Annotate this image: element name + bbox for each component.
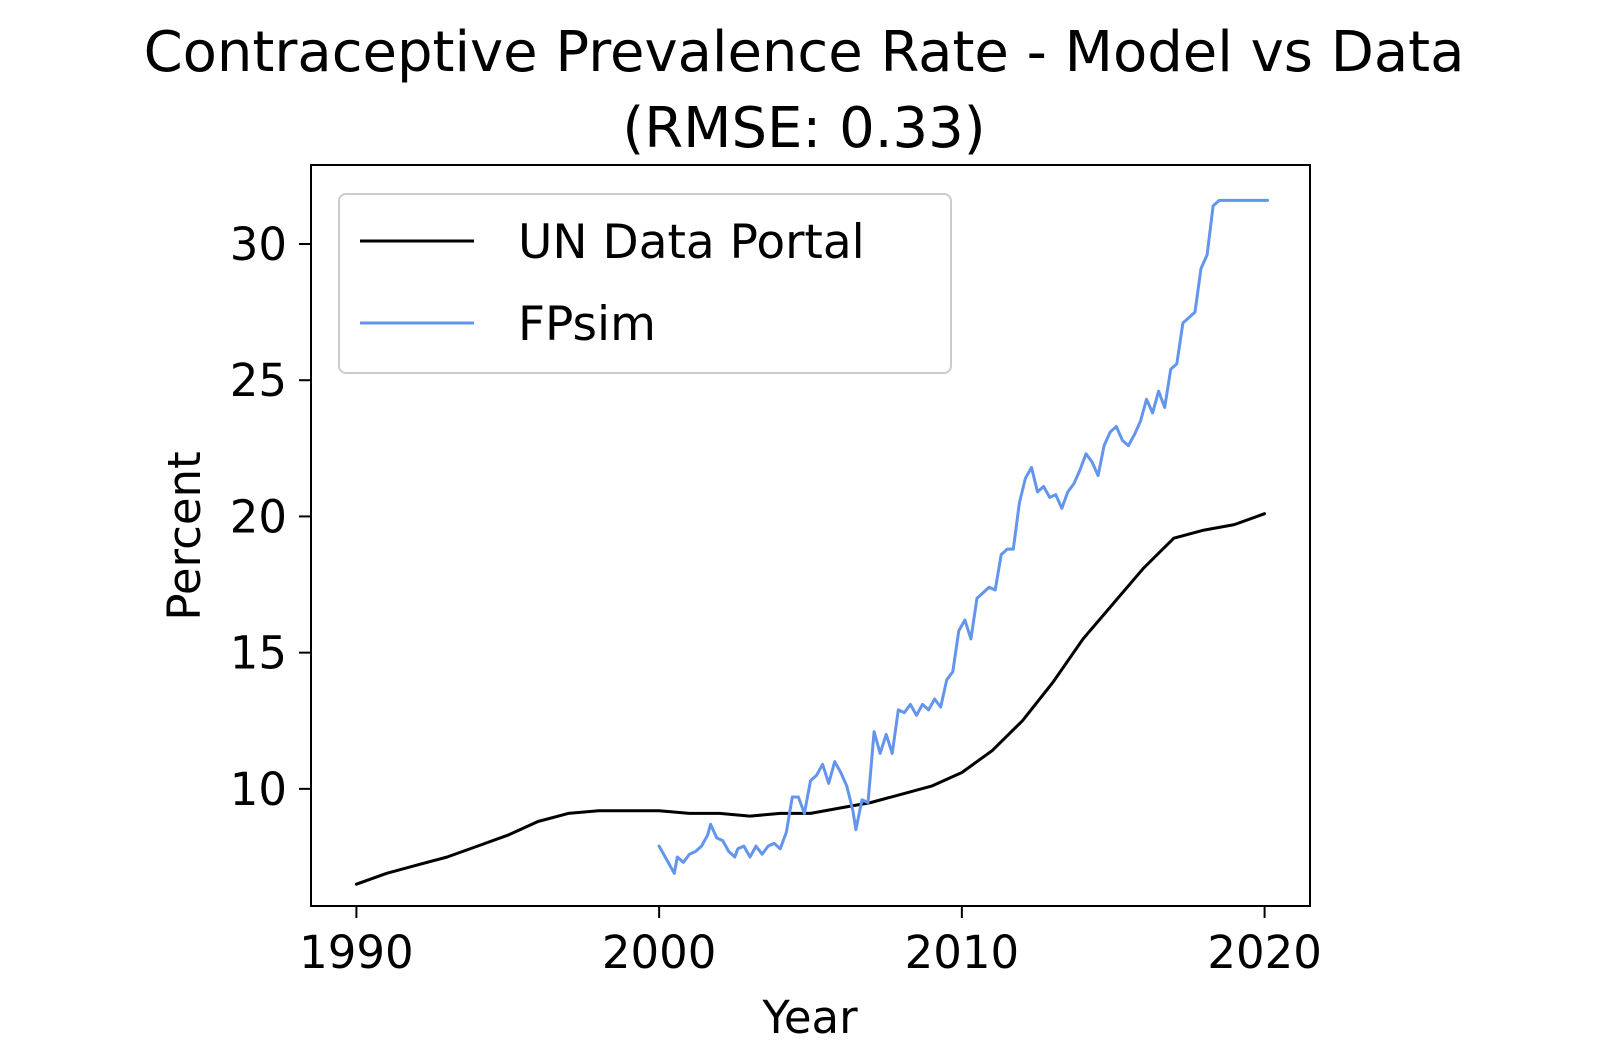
y-tick-label: 15 <box>230 627 287 680</box>
x-tick-label: 2010 <box>905 926 1020 979</box>
plot-lines <box>354 198 1270 886</box>
x-tick-label: 1990 <box>299 926 414 979</box>
y-axis-label: Percent <box>158 451 211 620</box>
x-axis-label: Year <box>761 991 858 1044</box>
x-axis-ticks: 1990 2000 2010 2020 <box>299 906 1322 979</box>
series-line-un-data-portal <box>354 512 1267 886</box>
y-tick-label: 30 <box>230 218 287 271</box>
x-tick-label: 2000 <box>602 926 717 979</box>
legend-label-un-data-portal: UN Data Portal <box>518 215 865 270</box>
x-tick-label: 2020 <box>1207 926 1322 979</box>
legend-label-fpsim: FPsim <box>518 297 656 352</box>
legend-frame <box>338 193 952 374</box>
y-tick-label: 10 <box>230 763 287 816</box>
chart-title: Contraceptive Prevalence Rate - Model vs… <box>144 20 1465 85</box>
y-axis-ticks: 10 15 20 25 30 <box>230 218 311 816</box>
chart-subtitle: (RMSE: 0.33) <box>622 96 985 161</box>
y-tick-label: 25 <box>230 354 287 407</box>
legend: UN Data Portal FPsim <box>338 193 952 374</box>
plot-area-frame <box>310 164 1311 907</box>
y-tick-label: 20 <box>230 490 287 543</box>
series-line-fpsim <box>657 198 1270 875</box>
